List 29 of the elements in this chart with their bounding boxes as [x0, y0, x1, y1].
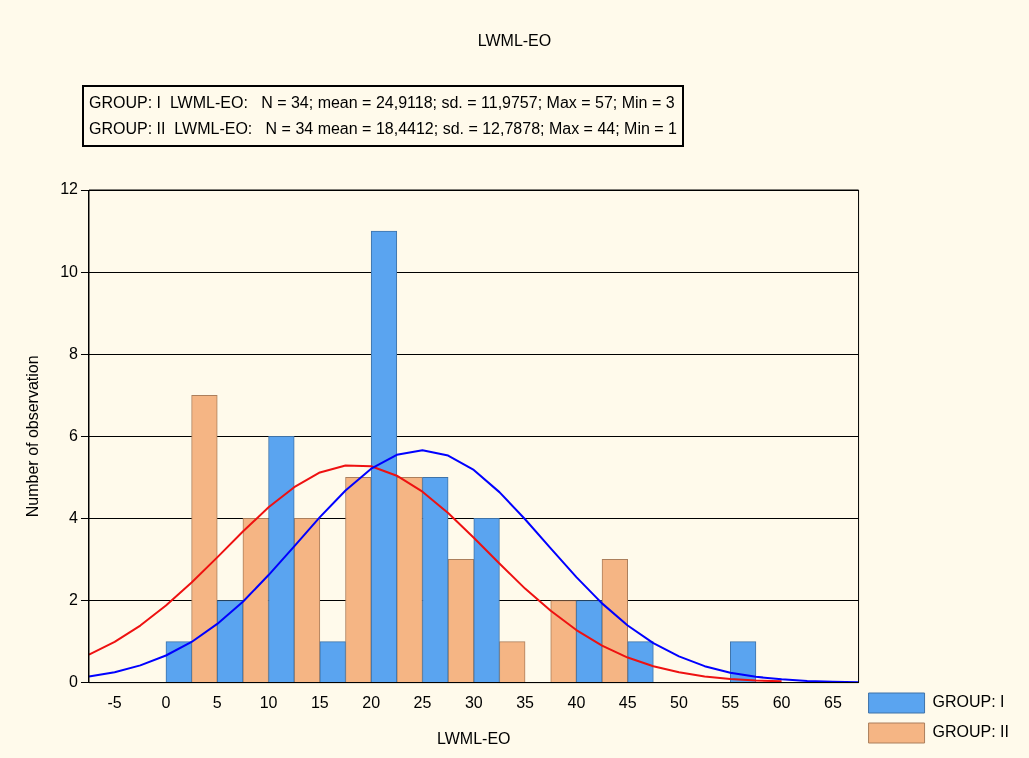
chart-title: LWML-EO: [476, 32, 553, 50]
x-tick-label: 15: [310, 693, 329, 711]
x-tick-label: 5: [212, 693, 222, 711]
y-tick-label: 4: [69, 508, 79, 526]
x-tick-label: 50: [670, 693, 688, 711]
x-tick-label: 45: [618, 693, 637, 711]
x-tick-label: 60: [772, 693, 791, 711]
x-tick-label: 40: [567, 693, 586, 711]
text: GROUP: II LWML-EO: N = 34 mean = 18,4412; sd. = 12,7878; Max = 44; Min = 1: [89, 119, 677, 139]
x-tick-label: 25: [413, 693, 432, 711]
y-tick-label: 8: [69, 344, 79, 362]
x-tick-label: 55: [721, 693, 740, 711]
x-tick-label: 35: [516, 693, 535, 711]
x-tick-label: 10: [259, 693, 278, 711]
x-axis-title: LWML-EO: [437, 729, 511, 747]
x-tick-label: 0: [161, 693, 171, 711]
x-tick-label: 30: [464, 693, 483, 711]
x-tick-label: 20: [362, 693, 381, 711]
y-tick-label: 12: [60, 180, 79, 198]
y-tick-label: 6: [69, 426, 79, 444]
y-tick-label: 10: [60, 262, 79, 280]
text: GROUP: I LWML-EO: N = 34; mean = 24,9118; sd. = 11,9757; Max = 57; Min = 3: [89, 93, 676, 113]
x-tick-label: 65: [824, 693, 842, 711]
legend-label: GROUP: II: [932, 723, 1009, 741]
x-tick-label: -5: [107, 693, 122, 711]
y-axis-title: Number of observation: [24, 355, 42, 518]
y-tick-label: 0: [69, 673, 79, 691]
y-tick-label: 2: [69, 590, 79, 608]
legend-label: GROUP: I: [932, 693, 1005, 711]
